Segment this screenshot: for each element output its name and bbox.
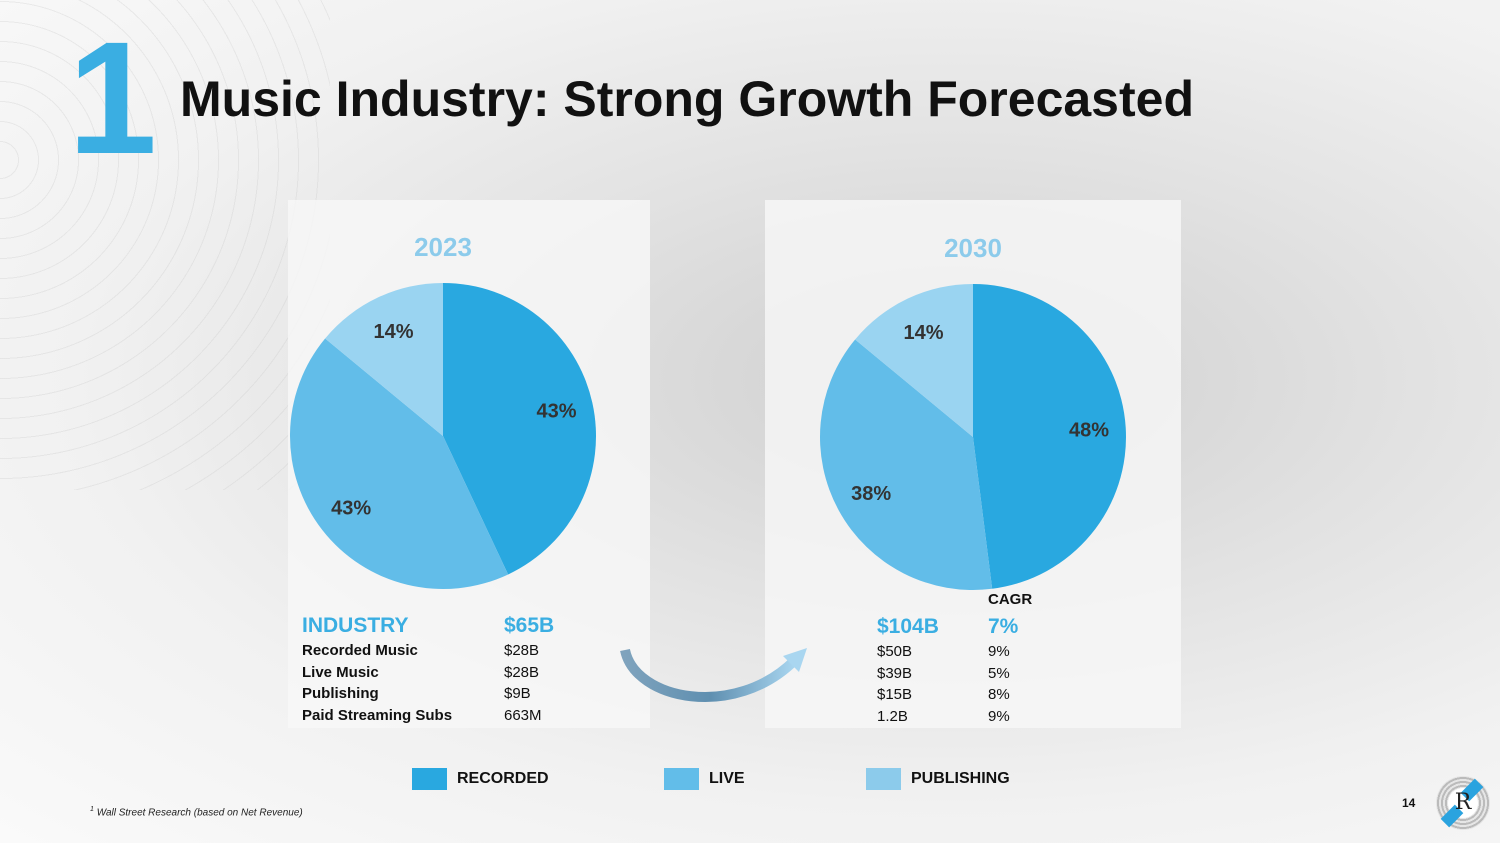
legend-label: PUBLISHING [911, 770, 1010, 787]
pie-slice-recorded [443, 283, 596, 575]
pie-slice-publishing [325, 283, 443, 436]
footnote-mark: 1 [90, 806, 94, 813]
footnote-text: Wall Street Research (based on Net Reven… [96, 807, 303, 819]
chart-title-2023: 2023 [414, 232, 472, 262]
legend-live: LIVE [664, 768, 745, 790]
row-label: Publishing [302, 685, 379, 703]
data-label: 14% [903, 322, 943, 344]
legend-label: RECORDED [457, 770, 549, 787]
section-number: 1 [68, 8, 157, 187]
pie-chart-2030: 48% 38% 14% [820, 284, 1126, 590]
row-label: Live Music [302, 663, 379, 681]
decorative-rings [0, 0, 330, 490]
company-logo: R [1436, 776, 1490, 830]
data-label: 48% [1069, 420, 1109, 442]
row-value: $9B [504, 685, 531, 703]
table-2030-cagr: 9% 5% 8% 9% [988, 643, 1010, 730]
row-cagr: 8% [988, 686, 1010, 704]
data-label: 43% [536, 401, 576, 423]
table-2030-values: $50B $39B $15B 1.2B [877, 643, 912, 730]
legend-publishing: PUBLISHING [866, 768, 1010, 790]
row-value: $50B [877, 643, 913, 660]
table-2023-values: $28B $28B $9B 663M [504, 642, 542, 729]
page-number: 14 [1402, 796, 1416, 810]
row-cagr: 5% [988, 664, 1010, 682]
footnote: 1 Wall Street Research (based on Net Rev… [90, 806, 303, 818]
data-label: 38% [851, 483, 891, 505]
row-value: 663M [504, 707, 542, 725]
cagr-header: CAGR [988, 591, 1033, 608]
legend-swatch-live [664, 768, 699, 790]
row-value: $28B [504, 642, 540, 659]
legend-swatch-publishing [866, 768, 901, 790]
total-2023: $65B [504, 614, 555, 637]
row-cagr: 9% [988, 708, 1010, 726]
growth-arrow-icon [620, 648, 807, 702]
pie-slice-live [289, 338, 509, 589]
pie-slice-live [820, 339, 993, 590]
row-value: $28B [504, 663, 540, 681]
page-title: Music Industry: Strong Growth Forecasted [180, 71, 1194, 127]
row-value: $15B [877, 686, 913, 704]
total-2030: $104B [877, 615, 939, 638]
pie-slice-recorded [973, 284, 1126, 589]
row-value: 1.2B [877, 708, 908, 726]
legend-swatch-recorded [412, 768, 447, 790]
pie-chart-2023: 43% 43% 14% [289, 283, 596, 589]
row-label: Paid Streaming Subs [302, 707, 453, 725]
pie-slice-publishing [855, 284, 973, 437]
logo-letter: R [1454, 790, 1472, 815]
data-label: 14% [373, 321, 413, 343]
chart-title-2030: 2030 [944, 233, 1002, 263]
total-cagr: 7% [988, 615, 1019, 638]
legend-label: LIVE [709, 770, 745, 787]
table-2023-labels: Recorded Music Live Music Publishing Pai… [302, 642, 452, 729]
legend-recorded: RECORDED [412, 768, 549, 790]
row-value: $39B [877, 664, 913, 682]
data-label: 43% [331, 497, 371, 519]
industry-header: INDUSTRY [302, 614, 409, 637]
row-label: Recorded Music [302, 642, 418, 659]
row-cagr: 9% [988, 643, 1010, 660]
